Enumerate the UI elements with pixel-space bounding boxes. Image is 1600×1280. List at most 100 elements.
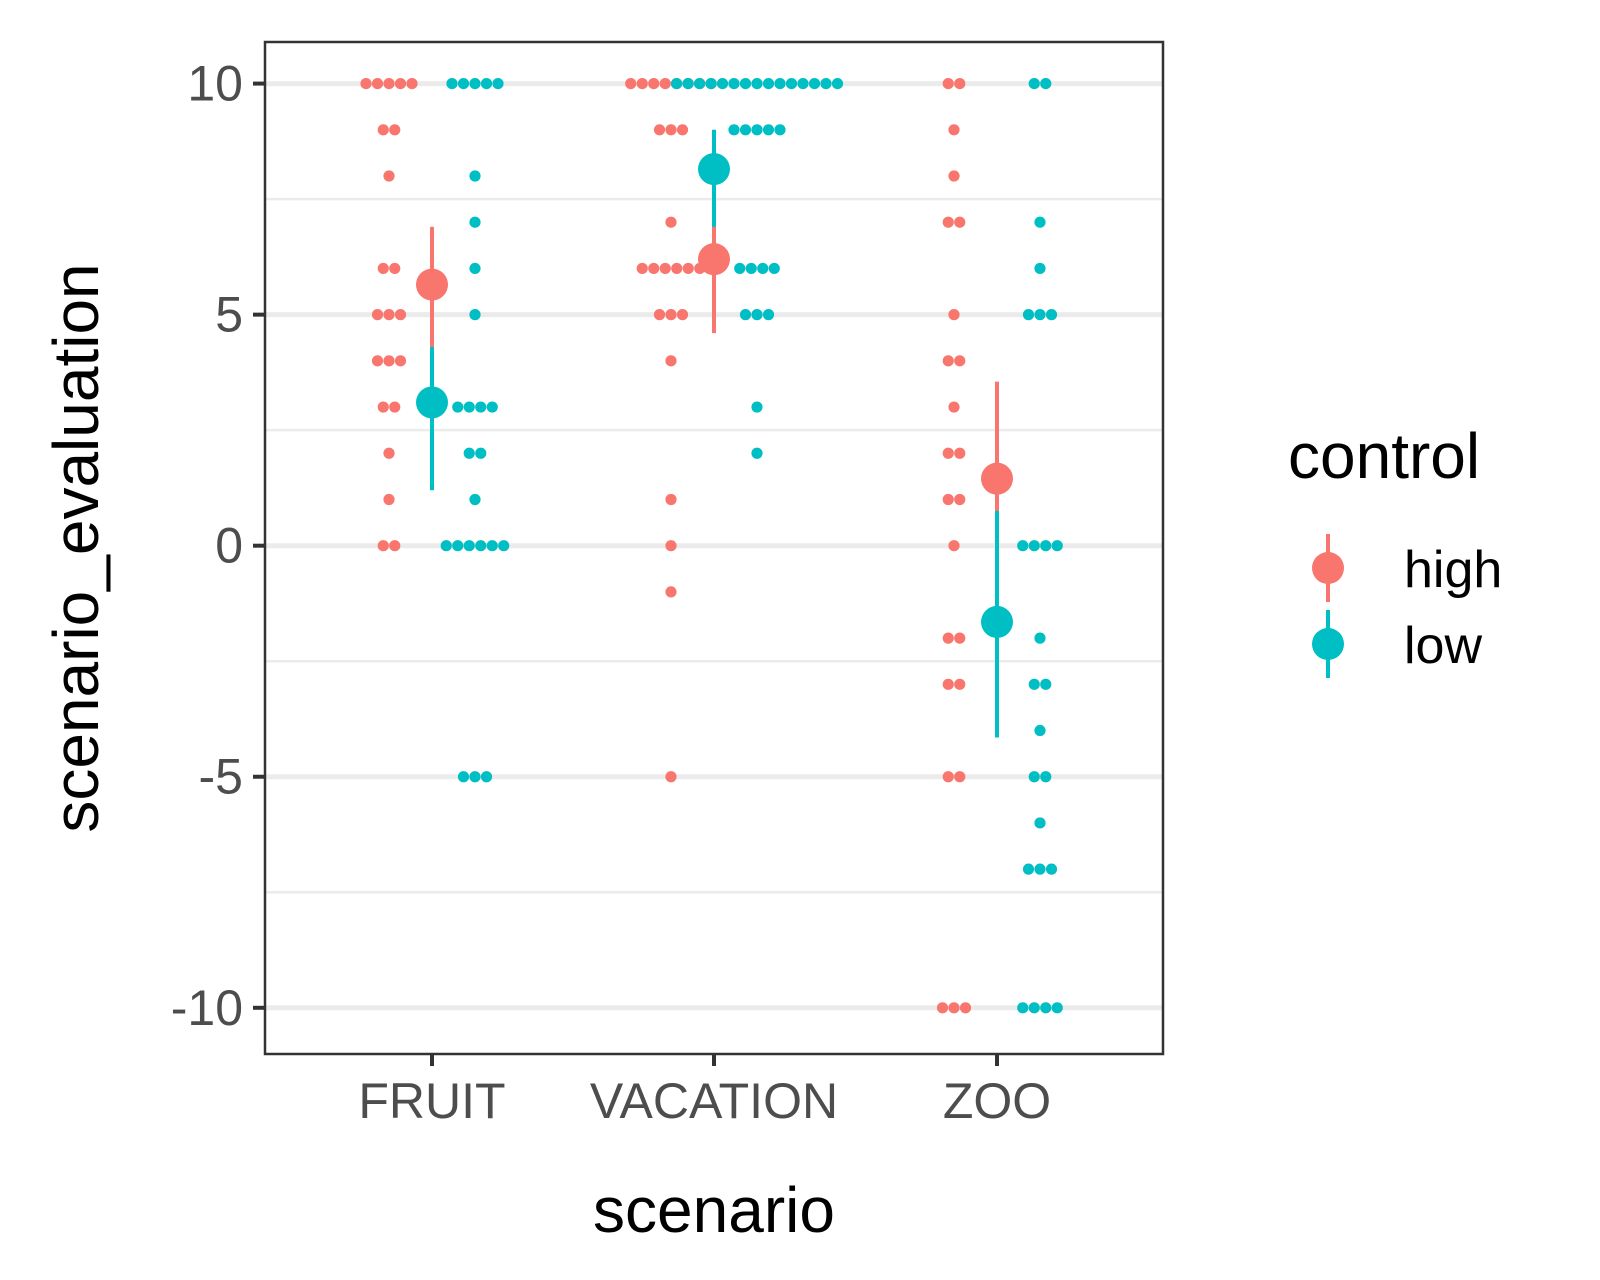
- data-point-low: [469, 216, 481, 228]
- data-point-high: [648, 262, 660, 275]
- data-point-low: [808, 77, 821, 90]
- data-points: [360, 77, 1063, 1014]
- data-point-low: [1051, 540, 1063, 552]
- data-point-low: [486, 540, 498, 552]
- data-point-high: [659, 77, 671, 90]
- data-point-low: [1040, 771, 1052, 783]
- data-point-high: [371, 309, 384, 321]
- data-point-low: [469, 771, 481, 783]
- data-point-low: [469, 77, 481, 90]
- data-point-low: [1034, 724, 1046, 737]
- data-point-high: [954, 447, 966, 459]
- y-tick-label: 10: [187, 56, 243, 112]
- data-point-low: [751, 77, 763, 90]
- data-point-high: [676, 309, 689, 321]
- data-point-high: [936, 1002, 949, 1014]
- data-point-low: [734, 262, 746, 275]
- data-point-low: [1034, 632, 1046, 644]
- data-point-low: [492, 77, 504, 90]
- data-point-high: [371, 355, 384, 367]
- data-point-high: [665, 540, 677, 552]
- data-point-low: [705, 77, 717, 90]
- data-point-high: [394, 309, 407, 321]
- data-point-high: [942, 355, 954, 367]
- data-point-high: [383, 77, 395, 90]
- data-point-low: [457, 77, 470, 90]
- data-point-low: [1040, 540, 1052, 552]
- data-point-low: [762, 77, 775, 90]
- data-point-low: [1040, 678, 1052, 690]
- data-point-low: [682, 77, 694, 90]
- data-point-low: [757, 262, 769, 275]
- data-point-low: [785, 77, 798, 90]
- data-point-low: [1045, 309, 1058, 321]
- data-point-high: [942, 771, 954, 783]
- data-point-low: [469, 170, 481, 182]
- data-point-high: [389, 262, 401, 275]
- data-point-high: [653, 309, 666, 321]
- data-point-high: [942, 678, 954, 690]
- data-point-high: [671, 262, 683, 275]
- data-point-low: [475, 540, 487, 552]
- data-point-low: [1028, 540, 1040, 552]
- x-tick-label: ZOO: [943, 1073, 1051, 1129]
- data-point-high: [625, 77, 637, 90]
- data-point-high: [954, 77, 966, 90]
- data-point-low: [1028, 1002, 1040, 1014]
- data-point-high: [383, 309, 395, 321]
- legend: control high low: [1288, 420, 1502, 678]
- data-point-high: [653, 124, 666, 136]
- data-point-high: [636, 262, 648, 275]
- data-point-low: [1034, 309, 1046, 321]
- data-point-low: [1017, 540, 1029, 552]
- data-point-high: [954, 216, 966, 228]
- data-point-high: [377, 124, 389, 136]
- data-point-high: [360, 77, 372, 90]
- data-point-low: [739, 77, 752, 90]
- data-point-low: [1045, 863, 1058, 875]
- summary-mean-high: [416, 268, 448, 301]
- data-point-high: [648, 77, 660, 90]
- data-point-high: [394, 77, 407, 90]
- data-point-high: [948, 401, 960, 413]
- y-tick-label: -10: [171, 980, 243, 1036]
- y-axis-title: scenario_evaluation: [40, 263, 112, 832]
- data-point-high: [665, 771, 677, 783]
- data-point-high: [665, 493, 677, 506]
- data-point-high: [948, 309, 960, 321]
- data-point-low: [762, 309, 775, 321]
- data-point-high: [383, 447, 395, 459]
- data-point-low: [1028, 771, 1040, 783]
- data-point-low: [1034, 216, 1046, 228]
- y-tick-label: 5: [215, 287, 243, 343]
- summary-mean-low: [981, 605, 1013, 638]
- data-point-high: [948, 1002, 960, 1014]
- data-point-low: [1028, 678, 1040, 690]
- data-point-high: [665, 216, 677, 228]
- data-point-high: [948, 170, 960, 182]
- data-point-low: [486, 401, 498, 413]
- data-point-low: [751, 124, 763, 136]
- data-point-low: [440, 540, 452, 552]
- data-point-low: [728, 124, 740, 136]
- data-point-high: [383, 170, 395, 182]
- data-point-high: [676, 124, 689, 136]
- data-point-low: [831, 77, 844, 90]
- data-point-high: [636, 77, 648, 90]
- data-point-low: [751, 309, 763, 321]
- data-point-low: [469, 262, 481, 275]
- data-point-high: [682, 262, 694, 275]
- data-point-low: [463, 540, 475, 552]
- data-point-high: [389, 124, 401, 136]
- data-point-low: [498, 540, 510, 552]
- data-point-low: [457, 771, 470, 783]
- data-point-high: [394, 355, 407, 367]
- data-point-low: [1028, 77, 1040, 90]
- legend-key-point-high: [1312, 552, 1344, 584]
- data-point-high: [665, 124, 677, 136]
- data-point-high: [942, 493, 954, 506]
- data-point-high: [954, 632, 966, 644]
- data-point-low: [480, 771, 493, 783]
- data-point-high: [383, 355, 395, 367]
- data-point-high: [954, 771, 966, 783]
